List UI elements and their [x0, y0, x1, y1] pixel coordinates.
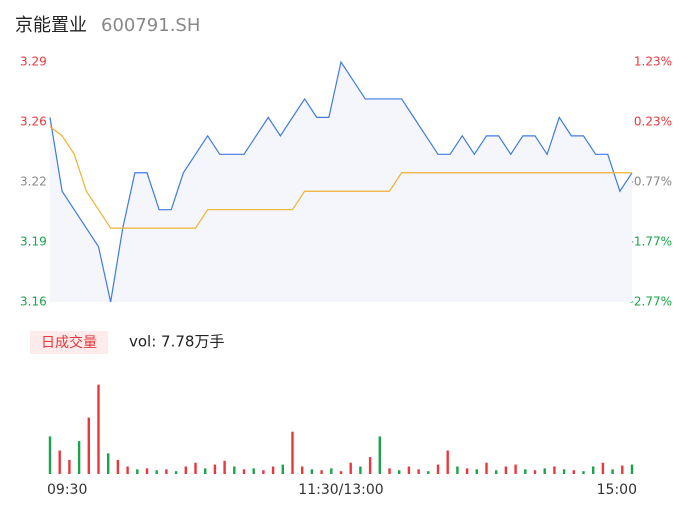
- volume-bar: [553, 466, 556, 474]
- volume-bar: [592, 466, 595, 474]
- stock-code: 600791.SH: [101, 15, 200, 36]
- volume-bar: [465, 468, 469, 474]
- volume-bar: [252, 468, 255, 474]
- legend-label: 日成交量: [41, 334, 97, 351]
- volume-bar: [165, 469, 168, 474]
- volume-bar: [388, 468, 391, 474]
- y2-tick-label: -0.77%: [630, 175, 672, 189]
- volume-bar: [271, 466, 275, 474]
- volume-bar: [310, 469, 314, 474]
- volume-bar: [262, 470, 265, 474]
- y-tick-label: 3.16: [20, 295, 47, 309]
- volume-bar: [291, 431, 294, 474]
- volume-bar: [582, 471, 585, 474]
- stock-name: 京能置业: [15, 15, 87, 36]
- volume-bar: [58, 450, 61, 474]
- volume-bar: [174, 471, 178, 474]
- volume-bar: [281, 464, 284, 474]
- volume-bar: [155, 470, 158, 474]
- volume-bar: [621, 465, 624, 474]
- y-tick-label: 3.22: [20, 175, 47, 189]
- volume-bar: [194, 462, 197, 474]
- average-line: [49, 126, 632, 229]
- legend-badge: [30, 331, 108, 354]
- volume-bar: [223, 460, 226, 474]
- volume-bar: [320, 470, 323, 474]
- volume-bar: [136, 469, 139, 474]
- volume-bar: [504, 466, 508, 474]
- volume-bar: [485, 462, 488, 474]
- x-tick-label: 09:30: [47, 482, 87, 498]
- volume-bar: [233, 466, 236, 474]
- volume-bar: [456, 466, 459, 474]
- volume-bar: [398, 470, 401, 474]
- volume-bar: [407, 466, 411, 474]
- volume-bar: [301, 466, 304, 474]
- y2-tick-label: -1.77%: [630, 235, 672, 249]
- volume-bar: [349, 462, 352, 474]
- x-tick-label: 15:00: [597, 482, 637, 498]
- volume-bar: [446, 450, 449, 474]
- price-area: [50, 62, 632, 302]
- volume-bar: [68, 459, 71, 474]
- volume-bar: [533, 470, 537, 474]
- y2-tick-label: -2.77%: [630, 295, 672, 309]
- volume-bar: [116, 459, 120, 474]
- volume-bar: [495, 470, 498, 474]
- volume-bar: [213, 464, 217, 474]
- volume-bar: [87, 417, 90, 474]
- volume-bar: [330, 468, 333, 474]
- y2-tick-label: 1.23%: [634, 55, 672, 69]
- volume-bar: [378, 436, 381, 474]
- volume-bar: [242, 469, 246, 474]
- volume-bar: [339, 471, 343, 474]
- volume-bar: [417, 469, 420, 474]
- y-tick-label: 3.29: [20, 55, 47, 69]
- volume-bar: [543, 468, 546, 474]
- volume-bar: [524, 469, 527, 474]
- y2-tick-label: 0.23%: [634, 115, 672, 129]
- volume-bar: [611, 469, 614, 474]
- volume-bar: [562, 469, 566, 474]
- volume-bar: [48, 436, 52, 474]
- volume-bar: [572, 470, 575, 474]
- volume-bar: [145, 468, 149, 474]
- volume-bar: [475, 469, 478, 474]
- volume-bar: [359, 466, 362, 474]
- volume-bar: [514, 464, 517, 474]
- volume-bar: [126, 466, 129, 474]
- volume-bar: [184, 466, 187, 474]
- volume-bar: [77, 441, 81, 474]
- volume-bar: [204, 468, 207, 474]
- volume-bar: [368, 457, 372, 474]
- volume-bar: [107, 453, 110, 474]
- price-line: [49, 60, 633, 303]
- volume-bar: [601, 462, 605, 474]
- volume-bar: [427, 471, 430, 474]
- volume-bar: [630, 464, 634, 474]
- x-tick-label: 11:30/13:00: [298, 482, 383, 498]
- y-tick-label: 3.19: [20, 235, 47, 249]
- volume-bar: [97, 384, 100, 474]
- y-tick-label: 3.26: [20, 115, 47, 129]
- volume-total: vol: 7.78万手: [129, 333, 224, 351]
- volume-bar: [436, 464, 440, 474]
